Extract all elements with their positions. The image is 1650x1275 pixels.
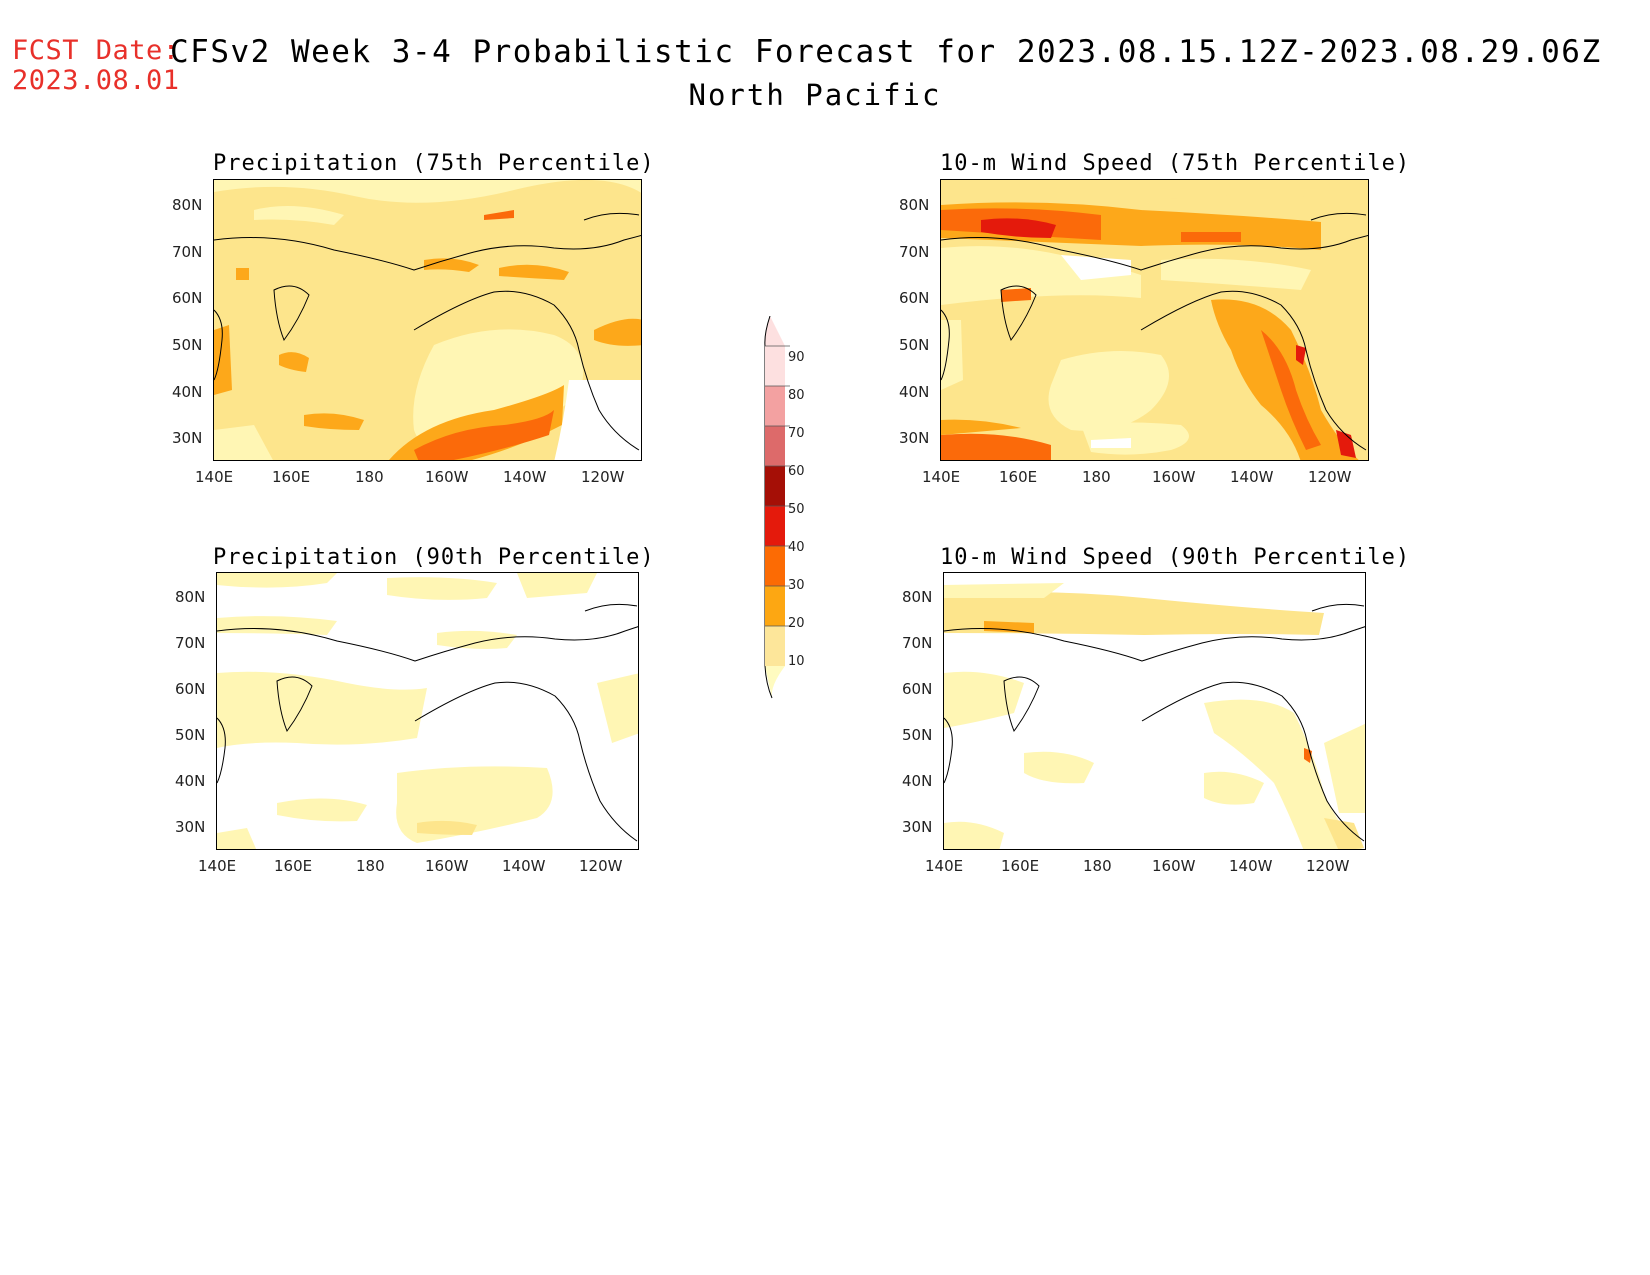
lat-label: 30N [899, 429, 930, 447]
map-precip-75 [213, 179, 642, 461]
lat-label: 50N [175, 726, 206, 744]
legend-label-90: 90 [788, 350, 805, 365]
lon-label: 140E [922, 468, 961, 486]
panel-title-wind-75: 10-m Wind Speed (75th Percentile) [940, 151, 1411, 176]
colorbar-swatch [765, 466, 785, 506]
map-wind-90 [943, 572, 1366, 850]
lat-label: 60N [902, 680, 933, 698]
fcst-date-block: FCST Date: 2023.08.01 [12, 36, 180, 96]
lon-label: 160W [425, 468, 469, 486]
legend-label-30: 30 [788, 578, 805, 593]
map-wind-75 [940, 179, 1369, 461]
colorbar-swatch [765, 346, 785, 386]
colorbar-swatch [765, 506, 785, 546]
fcst-date-value: 2023.08.01 [12, 65, 180, 96]
lon-label: 140W [1230, 468, 1274, 486]
lon-label: 140W [502, 857, 546, 875]
legend-label-70: 70 [788, 426, 805, 441]
lon-label: 180 [1083, 857, 1112, 875]
colorbar-swatch [765, 426, 785, 466]
lon-label: 160W [425, 857, 469, 875]
lat-label: 70N [175, 634, 206, 652]
colorbar-swatches [765, 345, 790, 666]
lat-label: 60N [899, 289, 930, 307]
lon-label: 180 [1082, 468, 1111, 486]
lon-label: 120W [1308, 468, 1352, 486]
lat-label: 80N [899, 196, 930, 214]
lat-label: 50N [172, 336, 203, 354]
lon-label: 120W [581, 468, 625, 486]
panel-title-precip-75: Precipitation (75th Percentile) [213, 151, 655, 176]
colorbar: 90 80 70 60 50 40 30 20 10 [760, 315, 820, 706]
legend-label-60: 60 [788, 464, 805, 479]
legend-label-10: 10 [788, 654, 805, 669]
legend-label-80: 80 [788, 388, 805, 403]
lon-label: 160E [272, 468, 311, 486]
fcst-date-label: FCST Date: [12, 35, 180, 66]
lat-label: 70N [899, 243, 930, 261]
lat-label: 60N [175, 680, 206, 698]
lat-label: 40N [175, 772, 206, 790]
colorbar-swatch [765, 626, 785, 666]
main-title: CFSv2 Week 3-4 Probabilistic Forecast fo… [170, 34, 1602, 70]
lat-label: 40N [899, 383, 930, 401]
lon-label: 140W [1229, 857, 1273, 875]
lat-label: 40N [172, 383, 203, 401]
colorbar-swatch [765, 386, 785, 426]
lat-label: 50N [899, 336, 930, 354]
lat-label: 80N [172, 196, 203, 214]
map-precip-90 [216, 572, 639, 850]
lon-label: 160E [1001, 857, 1040, 875]
lat-label: 60N [172, 289, 203, 307]
lon-label: 160W [1152, 857, 1196, 875]
panel-title-wind-90: 10-m Wind Speed (90th Percentile) [940, 545, 1411, 570]
region-title: North Pacific [688, 78, 942, 112]
lon-label: 160E [999, 468, 1038, 486]
lat-label: 30N [172, 429, 203, 447]
lon-label: 120W [579, 857, 623, 875]
lon-label: 140E [198, 857, 237, 875]
panel-title-precip-90: Precipitation (90th Percentile) [213, 545, 655, 570]
lon-label: 180 [355, 468, 384, 486]
legend-label-50: 50 [788, 502, 805, 517]
lat-label: 30N [175, 818, 206, 836]
lat-label: 70N [902, 634, 933, 652]
lon-label: 140W [503, 468, 547, 486]
lat-label: 40N [902, 772, 933, 790]
colorbar-swatch [765, 546, 785, 586]
legend-label-20: 20 [788, 616, 805, 631]
lon-label: 140E [925, 857, 964, 875]
lat-label: 80N [902, 588, 933, 606]
lon-label: 120W [1306, 857, 1350, 875]
lat-label: 30N [902, 818, 933, 836]
colorbar-swatch [765, 586, 785, 626]
lon-label: 140E [195, 468, 234, 486]
lon-label: 160W [1152, 468, 1196, 486]
lat-label: 70N [172, 243, 203, 261]
lat-label: 80N [175, 588, 206, 606]
lon-label: 180 [356, 857, 385, 875]
legend-label-40: 40 [788, 540, 805, 555]
lon-label: 160E [274, 857, 313, 875]
lat-label: 50N [902, 726, 933, 744]
